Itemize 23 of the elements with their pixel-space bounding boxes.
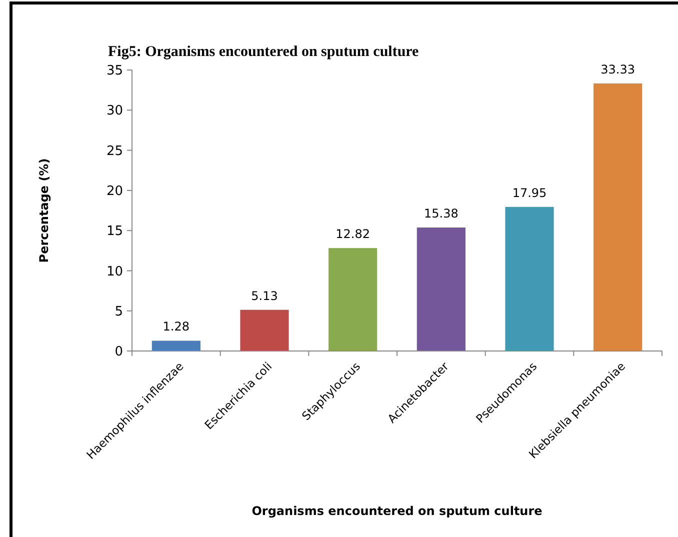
x-axis-title: Organisms encountered on sputum culture [252,504,542,518]
data-label: 1.28 [162,320,190,334]
y-tick-label: 25 [106,144,123,159]
y-tick-label: 0 [114,344,123,360]
bar [152,340,200,351]
data-label: 15.38 [424,206,458,221]
y-tick-label: 5 [114,304,123,320]
bar [328,248,378,351]
y-axis-title: Percentage (%) [37,158,51,263]
y-tick-label: 30 [106,104,123,119]
chart-title: Fig5: Organisms encountered on sputum culture [108,44,420,60]
bar [416,228,466,351]
y-tick-label: 20 [106,184,123,199]
bar [594,83,642,351]
data-label: 5.13 [251,288,278,303]
data-label: 12.82 [336,227,370,242]
bar [505,206,554,351]
y-tick-label: 10 [106,264,123,280]
data-label: 33.33 [600,62,636,76]
data-label: 17.95 [512,186,547,200]
bar [240,310,289,351]
y-tick-label: 15 [106,224,123,240]
y-tick-label: 35 [106,64,123,79]
